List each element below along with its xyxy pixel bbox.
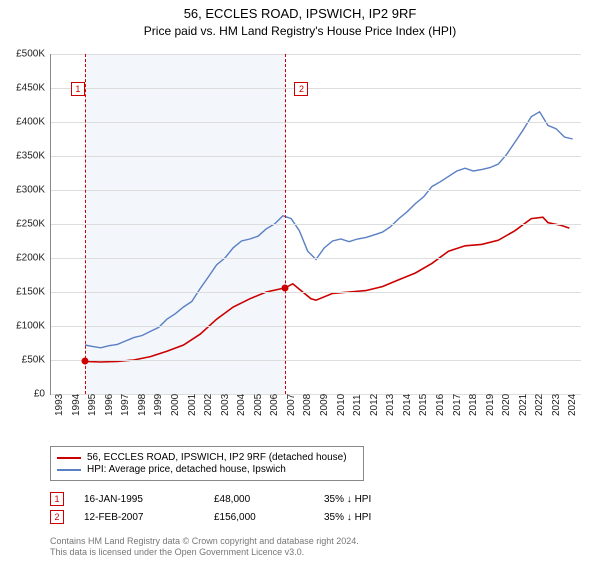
sale-delta: 35% ↓ HPI xyxy=(324,494,424,505)
y-axis-label: £250K xyxy=(0,219,45,230)
sale-marker-icon: 2 xyxy=(50,510,64,524)
x-axis-label: 1999 xyxy=(153,394,164,416)
x-axis-label: 2013 xyxy=(385,394,396,416)
y-axis-label: £400K xyxy=(0,117,45,128)
y-axis-label: £0 xyxy=(0,389,45,400)
sales-table: 1 16-JAN-1995 £48,000 35% ↓ HPI 2 12-FEB… xyxy=(50,488,570,528)
y-axis-label: £500K xyxy=(0,49,45,60)
x-axis-label: 2018 xyxy=(468,394,479,416)
x-axis-label: 2021 xyxy=(518,394,529,416)
footnote-line: This data is licensed under the Open Gov… xyxy=(50,547,570,558)
x-axis-label: 2003 xyxy=(220,394,231,416)
x-axis-label: 2014 xyxy=(402,394,413,416)
x-axis-label: 2020 xyxy=(501,394,512,416)
x-axis-label: 2001 xyxy=(187,394,198,416)
legend-item-price-paid: 56, ECCLES ROAD, IPSWICH, IP2 9RF (detac… xyxy=(57,452,357,463)
sale-price: £48,000 xyxy=(214,494,324,505)
chart-title-address: 56, ECCLES ROAD, IPSWICH, IP2 9RF xyxy=(0,6,600,21)
legend-label: 56, ECCLES ROAD, IPSWICH, IP2 9RF (detac… xyxy=(87,452,347,463)
legend-label: HPI: Average price, detached house, Ipsw… xyxy=(87,464,286,475)
legend: 56, ECCLES ROAD, IPSWICH, IP2 9RF (detac… xyxy=(50,446,364,481)
x-axis-label: 2012 xyxy=(369,394,380,416)
x-axis-label: 1998 xyxy=(137,394,148,416)
y-axis-label: £300K xyxy=(0,185,45,196)
x-axis-label: 2015 xyxy=(418,394,429,416)
y-axis-label: £150K xyxy=(0,287,45,298)
y-axis-label: £100K xyxy=(0,321,45,332)
x-axis-label: 1996 xyxy=(104,394,115,416)
footnote: Contains HM Land Registry data © Crown c… xyxy=(50,536,570,559)
footnote-line: Contains HM Land Registry data © Crown c… xyxy=(50,536,570,547)
sales-row: 2 12-FEB-2007 £156,000 35% ↓ HPI xyxy=(50,510,570,524)
x-axis-label: 2017 xyxy=(452,394,463,416)
sale-date: 16-JAN-1995 xyxy=(84,494,214,505)
chart-area: £0£50K£100K£150K£200K£250K£300K£350K£400… xyxy=(50,54,580,414)
y-axis-label: £350K xyxy=(0,151,45,162)
x-axis-label: 2022 xyxy=(534,394,545,416)
x-axis-label: 1995 xyxy=(87,394,98,416)
x-axis-label: 1997 xyxy=(120,394,131,416)
sale-marker-icon: 2 xyxy=(294,82,308,96)
x-axis-label: 2019 xyxy=(485,394,496,416)
y-axis-label: £50K xyxy=(0,355,45,366)
sale-marker-icon: 1 xyxy=(71,82,85,96)
x-axis-label: 2024 xyxy=(567,394,578,416)
x-axis-label: 2006 xyxy=(269,394,280,416)
x-axis-label: 1994 xyxy=(71,394,82,416)
x-axis-label: 2010 xyxy=(336,394,347,416)
x-axis-label: 2009 xyxy=(319,394,330,416)
x-axis-label: 2000 xyxy=(170,394,181,416)
x-axis-label: 1993 xyxy=(54,394,65,416)
x-axis-label: 2005 xyxy=(253,394,264,416)
x-axis-label: 2004 xyxy=(236,394,247,416)
x-axis-label: 2007 xyxy=(286,394,297,416)
sales-row: 1 16-JAN-1995 £48,000 35% ↓ HPI xyxy=(50,492,570,506)
x-axis-label: 2016 xyxy=(435,394,446,416)
chart-title-subtitle: Price paid vs. HM Land Registry's House … xyxy=(0,24,600,38)
y-axis-label: £200K xyxy=(0,253,45,264)
legend-swatch xyxy=(57,469,81,471)
x-axis-label: 2023 xyxy=(551,394,562,416)
sale-price: £156,000 xyxy=(214,512,324,523)
sale-delta: 35% ↓ HPI xyxy=(324,512,424,523)
sale-marker-icon: 1 xyxy=(50,492,64,506)
legend-item-hpi: HPI: Average price, detached house, Ipsw… xyxy=(57,464,357,475)
plot-region: £0£50K£100K£150K£200K£250K£300K£350K£400… xyxy=(50,54,581,395)
y-axis-label: £450K xyxy=(0,83,45,94)
x-axis-label: 2002 xyxy=(203,394,214,416)
sale-date: 12-FEB-2007 xyxy=(84,512,214,523)
legend-swatch xyxy=(57,457,81,459)
x-axis-label: 2011 xyxy=(352,394,363,416)
x-axis-label: 2008 xyxy=(302,394,313,416)
